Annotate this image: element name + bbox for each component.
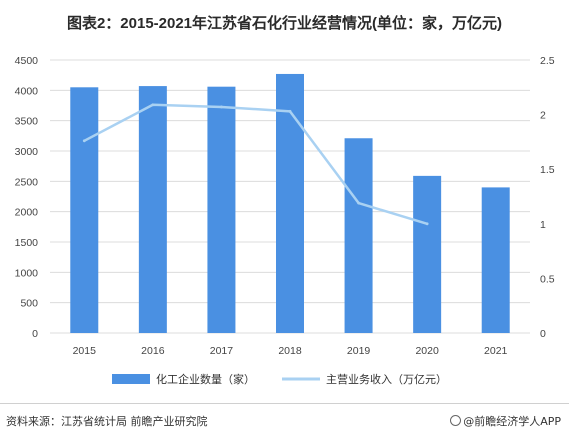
x-axis-tick-label: 2016 xyxy=(141,345,165,357)
right-axis-tick-label: 0.5 xyxy=(540,273,555,285)
right-axis-tick-label: 0 xyxy=(540,328,546,340)
bar xyxy=(70,87,99,333)
legend: 化工企业数量（家） 主营业务收入（万亿元） xyxy=(112,372,447,386)
bar-series xyxy=(70,73,510,334)
line-point xyxy=(357,201,360,205)
line-point xyxy=(220,105,223,109)
bar xyxy=(207,86,236,334)
left-axis-tick-label: 3500 xyxy=(15,116,39,128)
bar xyxy=(481,187,510,333)
right-axis-tick-label: 2 xyxy=(540,110,546,122)
left-axis-tick-label: 500 xyxy=(20,298,38,310)
x-axis-tick-label: 2019 xyxy=(347,345,371,357)
right-axis-tick-label: 1 xyxy=(540,219,546,231)
left-axis-tick-label: 3000 xyxy=(15,146,39,158)
bar xyxy=(138,86,167,333)
line-path xyxy=(83,103,429,226)
left-axis-tick-label: 2000 xyxy=(15,207,39,219)
left-axis-tick-label: 2500 xyxy=(15,176,39,188)
line-series xyxy=(82,103,429,226)
right-axis-tick-label: 1.5 xyxy=(540,164,555,176)
left-axis-tick-label: 0 xyxy=(32,328,38,340)
brand-credit: @前瞻经济学人APP xyxy=(450,413,561,429)
brand-text: @前瞻经济学人APP xyxy=(463,415,561,428)
x-axis-tick-label: 2018 xyxy=(278,345,302,357)
right-axis-ticks: 0 0.5 1 1.5 2 2.5 xyxy=(540,55,555,340)
line-point xyxy=(288,109,292,113)
line-point xyxy=(151,103,155,107)
legend-line-label: 主营业务收入（万亿元） xyxy=(326,372,447,386)
combo-chart: 0 500 1000 1500 2000 2500 3000 3500 4000 4500 0 0.… xyxy=(15,55,555,386)
right-axis-tick-label: 2.5 xyxy=(540,55,555,67)
x-axis-tick-label: 2015 xyxy=(73,345,97,357)
bar xyxy=(413,175,442,333)
legend-bar-label: 化工企业数量（家） xyxy=(156,372,255,386)
left-axis-tick-label: 1000 xyxy=(15,267,39,279)
legend-bar-swatch xyxy=(112,374,150,384)
left-axis-tick-label: 4000 xyxy=(15,85,39,97)
brand-logo-icon xyxy=(450,415,462,426)
line-point xyxy=(425,222,429,226)
left-axis-ticks: 0 500 1000 1500 2000 2500 3000 3500 4000 4500 xyxy=(15,55,39,340)
bar xyxy=(344,138,373,333)
footer-divider xyxy=(0,403,569,404)
x-axis-tick-label: 2017 xyxy=(210,345,234,357)
x-axis-tick-label: 2021 xyxy=(484,345,508,357)
left-axis-tick-label: 4500 xyxy=(15,55,39,67)
x-axis-ticks: 2015 2016 2017 2018 2019 2020 2021 xyxy=(73,345,508,357)
source-note: 资料来源：江苏省统计局 前瞻产业研究院 xyxy=(6,415,208,428)
left-axis-tick-label: 1500 xyxy=(15,237,39,249)
bar xyxy=(276,73,304,333)
chart-title: 图表2：2015-2021年江苏省石化行业经营情况(单位：家，万亿元) xyxy=(66,15,503,32)
x-axis-tick-label: 2020 xyxy=(415,345,439,357)
line-point xyxy=(82,139,86,143)
